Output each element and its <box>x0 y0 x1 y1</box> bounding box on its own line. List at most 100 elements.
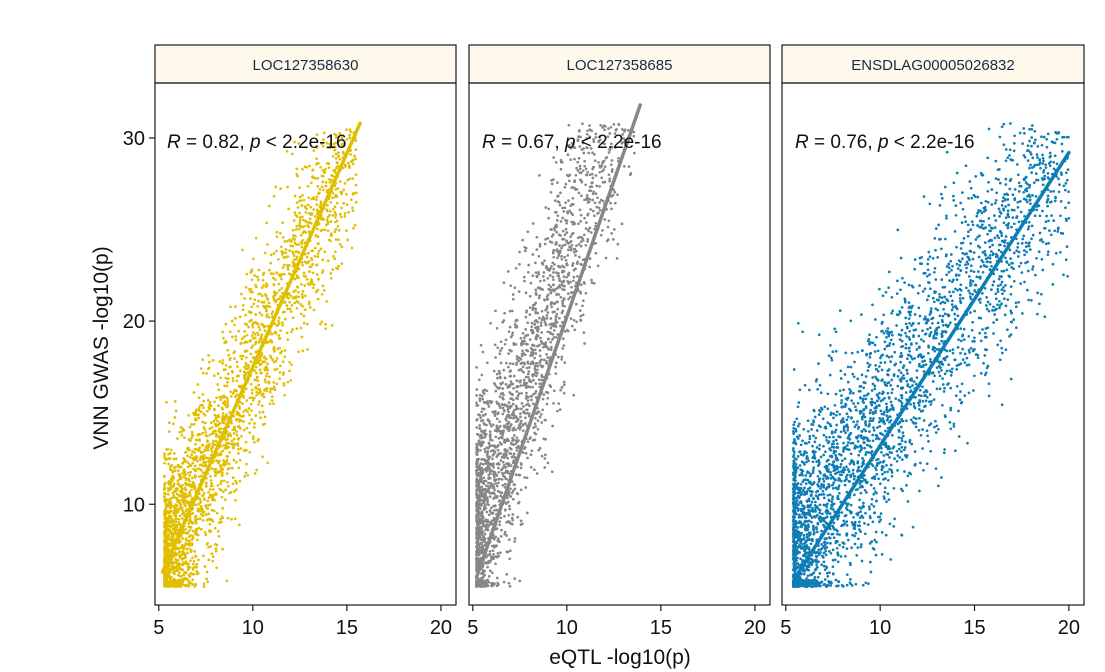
data-point <box>483 429 487 432</box>
data-point <box>484 412 487 416</box>
data-point <box>513 537 517 540</box>
data-point <box>526 321 530 325</box>
data-point <box>484 479 488 483</box>
data-point <box>570 324 574 328</box>
data-point <box>528 338 532 341</box>
data-point <box>180 506 184 510</box>
data-point <box>167 563 170 567</box>
data-point <box>163 517 167 521</box>
data-point <box>336 161 339 165</box>
data-point <box>204 513 208 517</box>
data-point <box>245 333 249 337</box>
data-point <box>260 286 264 290</box>
data-point <box>228 411 232 414</box>
data-point <box>577 255 581 259</box>
data-point <box>524 334 528 337</box>
data-point <box>589 208 592 211</box>
data-point <box>325 300 329 303</box>
data-point <box>492 504 495 508</box>
data-point <box>295 276 299 280</box>
data-point <box>577 242 581 246</box>
data-point <box>225 340 228 344</box>
data-point <box>178 489 182 493</box>
data-point <box>584 183 587 187</box>
data-point <box>887 270 891 274</box>
data-point <box>538 446 542 450</box>
data-point <box>1011 216 1015 219</box>
data-point <box>495 508 499 512</box>
data-point <box>849 409 853 413</box>
data-point <box>591 209 595 213</box>
data-point <box>475 542 479 546</box>
data-point <box>178 551 181 554</box>
data-point <box>511 439 514 443</box>
data-point <box>299 303 303 306</box>
data-point <box>298 218 302 222</box>
panel-loc127358685: LOC127358685 R = 0.67, p < 2.2e-16 5 10 15… <box>467 44 771 639</box>
data-point <box>506 413 510 417</box>
data-point <box>529 380 533 384</box>
data-point <box>225 446 229 450</box>
data-point <box>541 262 545 265</box>
data-point <box>226 402 229 405</box>
data-point <box>222 336 225 340</box>
data-point <box>600 164 604 168</box>
data-point <box>207 558 211 562</box>
data-point <box>214 424 218 428</box>
data-point <box>478 490 481 493</box>
data-point <box>514 473 518 477</box>
data-point <box>199 456 202 459</box>
data-point <box>550 305 554 309</box>
data-point <box>343 182 347 185</box>
data-point <box>497 499 501 503</box>
data-point <box>187 535 191 539</box>
data-point <box>198 446 201 450</box>
data-point <box>312 208 316 211</box>
data-point <box>217 459 220 463</box>
data-point <box>508 309 512 313</box>
data-point <box>495 576 499 580</box>
data-point <box>526 395 530 399</box>
data-point <box>529 394 533 398</box>
data-point <box>591 151 594 155</box>
data-point <box>186 551 189 555</box>
data-point <box>225 405 229 409</box>
data-point <box>309 221 313 225</box>
data-point <box>542 279 546 282</box>
data-point <box>515 449 519 452</box>
data-point <box>483 450 487 454</box>
data-point <box>172 452 176 455</box>
data-point <box>553 199 557 202</box>
data-point <box>503 485 507 489</box>
data-point <box>1000 234 1004 238</box>
data-point <box>251 325 255 329</box>
data-point <box>325 190 329 194</box>
data-point <box>250 409 253 412</box>
data-point <box>570 220 574 224</box>
data-point <box>554 318 558 322</box>
data-point <box>199 527 203 531</box>
data-point <box>266 362 269 366</box>
data-point <box>218 395 222 399</box>
data-point <box>333 257 337 261</box>
data-point <box>237 384 241 388</box>
data-point <box>594 221 598 225</box>
data-point <box>320 292 324 296</box>
data-point <box>316 255 320 258</box>
data-point <box>503 475 507 479</box>
data-point <box>561 309 565 313</box>
data-point <box>544 453 547 457</box>
data-point <box>321 258 325 262</box>
data-point <box>188 463 192 466</box>
data-point <box>166 493 170 496</box>
data-point <box>563 288 566 292</box>
data-point <box>216 419 219 423</box>
data-point <box>263 388 267 391</box>
data-point <box>268 375 271 379</box>
data-point <box>475 460 479 463</box>
data-point <box>318 187 322 191</box>
data-point <box>548 288 552 292</box>
data-point <box>523 447 526 450</box>
data-point <box>214 440 218 443</box>
data-point <box>526 399 530 402</box>
